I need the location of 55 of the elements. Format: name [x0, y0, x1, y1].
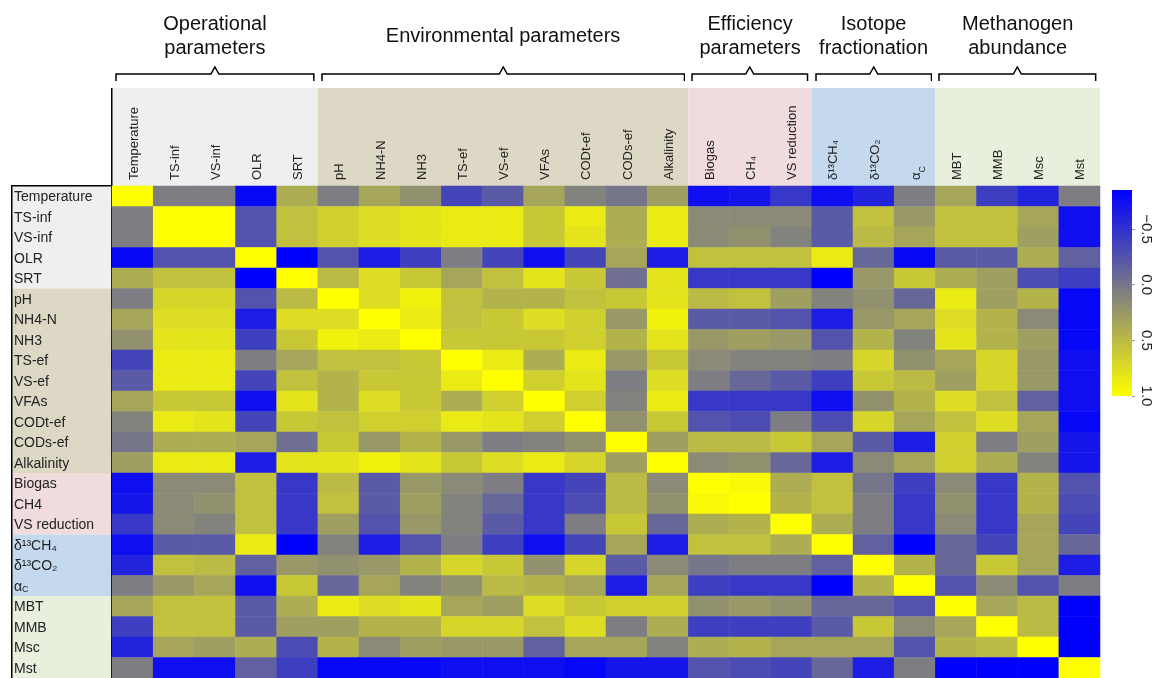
y-tick-label: CODt-ef [14, 413, 66, 430]
x-tick-label: δ¹³CO₂ [866, 139, 882, 180]
color-bar-label: 1.0 [1139, 385, 1155, 407]
text: Methanogen abundance [961, 11, 1075, 59]
y-tick-label: CODs-ef [14, 434, 69, 451]
x-tick-label: VS reduction [784, 105, 800, 180]
x-tick-label: Msc [1031, 155, 1047, 180]
x-tick-label: VS-ef [496, 147, 512, 180]
x-tick-label: NH3 [413, 153, 429, 180]
y-tick-label: VS-inf [14, 229, 53, 246]
text: Efficiency parameters [698, 11, 802, 59]
x-tick-label: NH4-N [372, 140, 388, 180]
x-tick-label: MMB [990, 149, 1006, 180]
y-tick-label: OLR [14, 249, 43, 266]
y-tick-label: Temperature [14, 188, 93, 205]
color-bar-label: −0.5 [1139, 214, 1155, 244]
x-tick-label: VS-inf [207, 144, 223, 180]
y-tick-label: NH4-N [14, 311, 57, 328]
y-tick-label: NH3 [14, 331, 43, 348]
y-tick-label: Msc [14, 639, 40, 656]
x-tick-label: Mst [1072, 158, 1088, 180]
x-tick-label: VFAs [537, 148, 553, 180]
y-tick-label: VS reduction [14, 516, 95, 533]
y-tick-label: pH [14, 290, 32, 307]
x-tick-label: CODt-ef [578, 131, 594, 180]
x-tick-label: Alkalinity [660, 128, 676, 180]
x-tick-label: CH₄ [743, 155, 759, 180]
x-tick-label: Temperature [125, 107, 141, 180]
y-tick-label: VS-ef [14, 372, 50, 389]
x-tick-label: TS-inf [166, 144, 182, 180]
x-tick-label: OLR [249, 153, 265, 180]
y-tick-label: SRT [14, 270, 43, 287]
y-tick-label: Mst [14, 659, 37, 676]
x-tick-label: TS-ef [454, 147, 470, 180]
x-tick-label: CODs-ef [619, 129, 635, 180]
color-bar-label: 0.5 [1139, 329, 1155, 351]
y-tick-label: CH4 [14, 495, 43, 512]
y-tick-label: Alkalinity [14, 454, 70, 471]
x-tick-label: MBT [948, 152, 964, 180]
y-tick-label: MBT [14, 598, 44, 615]
x-tick-label: δ¹³CH₄ [825, 140, 841, 180]
x-tick-label: Biogas [701, 139, 717, 180]
text: Environmental parameters [385, 23, 621, 47]
y-tick-label: MMB [14, 618, 47, 635]
y-tick-label: δ¹³CH₄ [14, 536, 58, 553]
text: Isotope fractionation [818, 11, 930, 59]
y-tick-label: δ¹³CO₂ [14, 557, 58, 574]
x-tick-label: SRT [290, 154, 306, 180]
x-tick-label: pH [331, 163, 347, 180]
y-tick-label: TS-inf [14, 208, 52, 225]
y-tick-label: Biogas [14, 475, 57, 492]
y-tick-label: VFAs [14, 393, 48, 410]
text: Operational parameters [162, 11, 268, 59]
y-tick-label: TS-ef [14, 352, 49, 369]
color-bar-label: 0.0 [1139, 274, 1155, 296]
